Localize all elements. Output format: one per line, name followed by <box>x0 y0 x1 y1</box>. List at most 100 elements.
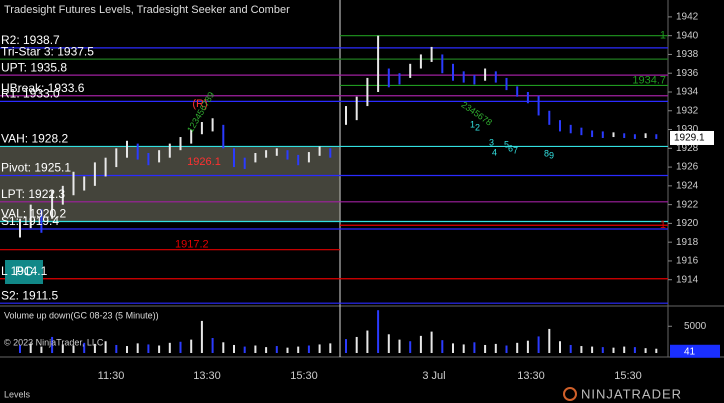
level-label: VAH: 1928.2 <box>1 132 68 146</box>
volume-bar <box>265 347 268 353</box>
annotation: 1 <box>470 119 475 129</box>
level-label: Tri-Star 3: 1937.5 <box>1 44 94 58</box>
volume-bar <box>526 340 529 353</box>
level-label: 1917.2 <box>175 239 209 251</box>
volume-bar <box>580 346 583 353</box>
volume-panel <box>19 310 658 353</box>
volume-bar <box>377 310 380 353</box>
level-label: LPT: 1922.3 <box>1 187 65 201</box>
volume-bar <box>136 343 139 353</box>
last-price-box <box>670 130 714 145</box>
x-tick-label: 15:30 <box>614 370 642 382</box>
volume-bar <box>366 330 369 353</box>
volume-bar <box>516 342 519 353</box>
y-tick-label: 1940 <box>676 30 699 41</box>
annotation: 9 <box>549 150 554 160</box>
annotation: 4 <box>492 147 497 157</box>
volume-bar <box>29 343 32 353</box>
logo: NINJATRADER <box>581 386 682 401</box>
volume-bar <box>61 344 64 353</box>
badge[interactable] <box>5 260 43 284</box>
volume-bar <box>644 348 647 353</box>
y-tick-label: 1938 <box>676 49 699 60</box>
x-tick-label: 13:30 <box>193 370 221 382</box>
volume-bar <box>211 338 214 353</box>
last-volume-label: 41 <box>684 346 696 357</box>
volume-bar <box>126 346 128 353</box>
volume-bar <box>548 328 551 353</box>
volume-bar <box>83 342 86 353</box>
chart-title: Tradesight Futures Levels, Tradesight Se… <box>4 4 290 16</box>
volume-title: Volume up down(GC 08-23 (5 Minute)) <box>4 310 159 320</box>
volume-bar <box>601 347 604 353</box>
volume-bar <box>569 344 572 353</box>
volume-bar <box>179 341 182 353</box>
y-tick-label: 1922 <box>676 199 699 210</box>
x-tick-label: 3 Jul <box>422 370 445 382</box>
volume-bar <box>254 345 257 353</box>
value-area <box>0 146 340 222</box>
volume-bar <box>633 347 636 353</box>
volume-bar <box>494 343 497 353</box>
annotation: 7 <box>513 145 518 155</box>
x-tick-label: 11:30 <box>98 370 125 382</box>
y-tick-label: 1928 <box>676 143 699 154</box>
level-label: S2: 1911.5 <box>1 288 58 302</box>
volume-bar <box>484 344 487 353</box>
volume-bar <box>430 331 433 353</box>
level-label: R2: 1938.7 <box>1 33 60 47</box>
level-label: 1934.7 <box>632 74 666 86</box>
volume-bar <box>233 344 235 353</box>
y-tick-label: 1924 <box>676 180 699 191</box>
volume-bar <box>419 335 422 353</box>
volume-bar <box>147 344 150 353</box>
volume-bar <box>243 346 246 353</box>
volume-bar <box>591 346 594 353</box>
volume-bar <box>190 339 193 353</box>
axes: 1914 1916 1918 1920 1922 1924 1926 1928 1930 1932… <box>668 12 720 358</box>
volume-bar <box>222 342 225 353</box>
volume-bar <box>452 343 454 353</box>
level-label: UPT: 1935.8 <box>1 60 67 74</box>
tab[interactable]: Levels <box>4 389 31 399</box>
level-label: VAL: 1920.2 <box>1 207 66 221</box>
volume-bar <box>286 347 289 353</box>
annotation: 1926.1 <box>187 156 221 168</box>
level-label: S1: 1919.4 <box>1 214 59 228</box>
volume-bar <box>355 336 358 353</box>
volume-bar <box>409 341 412 353</box>
volume-bar <box>200 320 203 353</box>
x-tick-label: 13:30 <box>517 370 545 382</box>
volume-bar <box>307 345 310 353</box>
volume-bar <box>93 343 96 353</box>
level-label: Pivot: 1925.1 <box>1 161 71 175</box>
volume-bar <box>168 342 171 353</box>
last-price-label: 1929.1 <box>674 133 705 144</box>
y-tick-label: 1916 <box>676 256 699 267</box>
volume-bar <box>441 340 444 353</box>
logo-icon <box>563 387 577 401</box>
price-panel: 1917.2 <box>0 35 668 304</box>
annotation: 5 <box>504 139 509 149</box>
level-label: UBreak: 1933.6 <box>1 81 85 95</box>
volume-bar <box>612 347 615 353</box>
volume-bar <box>462 344 465 353</box>
volume-bar <box>398 339 401 353</box>
level-label: L 1914.1 <box>1 264 48 278</box>
volume-bar <box>473 342 476 353</box>
volume-bar <box>623 346 626 353</box>
y-tick-label: 1920 <box>676 218 699 229</box>
volume-bar <box>505 345 508 353</box>
volume-bar <box>275 346 278 353</box>
y-tick-label: 1914 <box>676 274 699 285</box>
badge-label[interactable]: PC <box>15 263 33 278</box>
last-volume-box <box>670 344 720 358</box>
level-label: 1 <box>660 219 666 231</box>
copyright: © 2023 NinjaTrader, LLC <box>4 337 104 347</box>
volume-bar <box>19 344 21 353</box>
volume-bar <box>51 336 54 353</box>
volume-bar <box>329 343 332 353</box>
volume-bar <box>655 348 658 353</box>
volume-bar <box>537 336 540 353</box>
volume-bar <box>559 341 561 353</box>
